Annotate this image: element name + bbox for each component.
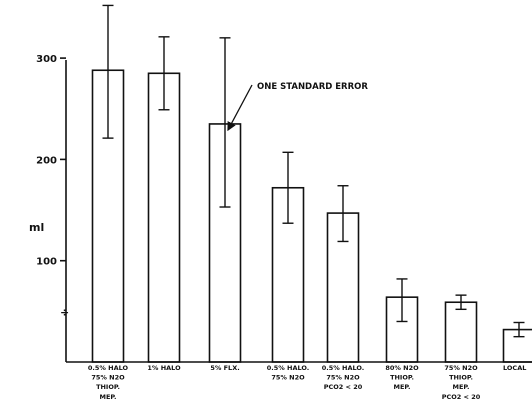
bar-7 — [444, 301, 478, 363]
annotation-label: ONE STANDARD ERROR — [257, 82, 368, 92]
y-axis-ticks: 100 200 300 — [36, 54, 66, 268]
y-tick-label-200: 200 — [36, 155, 57, 166]
y-axis-label: ml — [29, 221, 44, 234]
category-label-1: 0.5% HALO 75% N2O THIOP. MEP. — [88, 364, 129, 401]
category-label-5: 0.5% HALO. 75% N2O PCO2 < 20 — [322, 364, 365, 391]
category-labels: 0.5% HALO 75% N2O THIOP. MEP. 1% HALO 5% FLX.… — [88, 364, 526, 401]
y-tick-label-100: 100 — [36, 257, 57, 268]
annotation-arrow — [227, 84, 253, 132]
category-label-8: LOCAL — [503, 364, 526, 372]
category-label-4: 0.5% HALO. 75% N2O — [267, 364, 310, 382]
category-label-2: 1% HALO — [147, 364, 181, 372]
bar-8 — [502, 328, 532, 363]
y-axis-marker: ÷ — [60, 306, 69, 319]
bars — [91, 4, 532, 363]
y-tick-label-300: 300 — [36, 54, 57, 65]
category-label-6: 80% N2O THIOP. MEP. — [385, 364, 419, 391]
category-label-7: 75% N2O THIOP. MEP. PCO2 < 20 — [442, 364, 481, 401]
bar-2 — [147, 72, 181, 363]
category-label-3: 5% FLX. — [210, 364, 239, 372]
